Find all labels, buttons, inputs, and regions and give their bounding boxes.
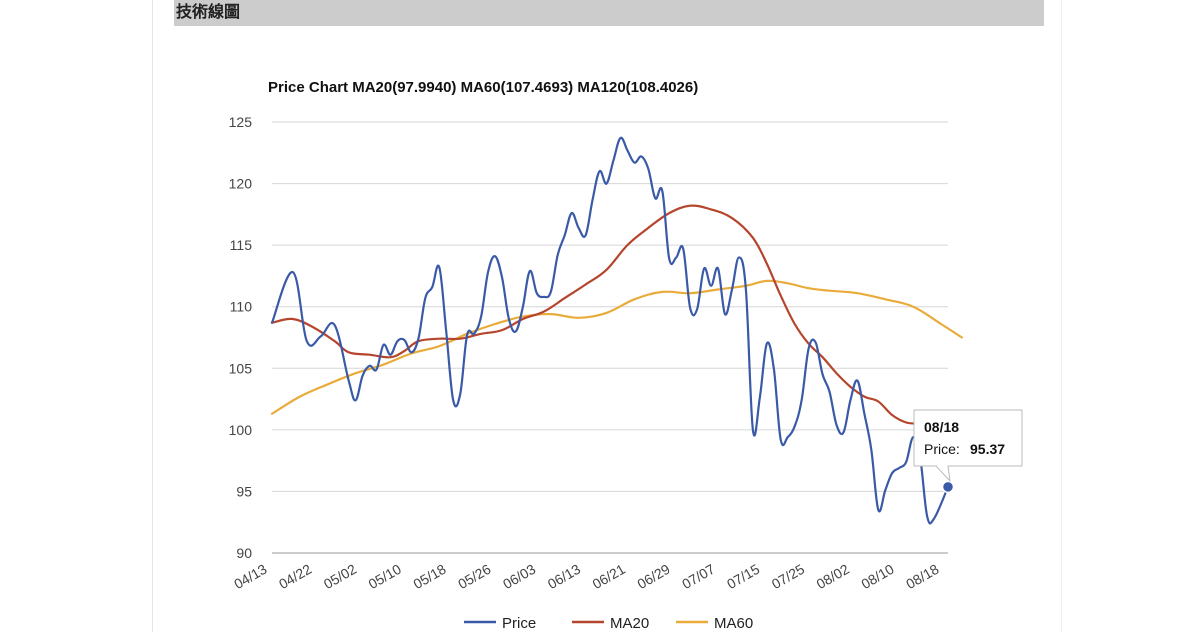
x-tick-label: 08/02 (814, 561, 853, 592)
highlight-point[interactable] (941, 480, 955, 494)
x-tick-label: 04/22 (276, 561, 315, 592)
y-tick-label: 90 (236, 545, 252, 561)
legend-label-price: Price (502, 615, 536, 632)
tooltip-label: Price: (924, 441, 960, 457)
series-line-ma60 (270, 279, 963, 415)
x-tick-label: 07/25 (769, 561, 808, 592)
tooltip-date: 08/18 (924, 419, 959, 435)
series-line-price (270, 136, 950, 525)
chart-legend: Price MA20 MA60 (464, 615, 753, 632)
y-tick-label: 115 (230, 237, 253, 253)
chart-grid (272, 121, 948, 554)
y-tick-label: 110 (230, 299, 253, 315)
x-tick-label: 06/29 (634, 561, 673, 592)
x-tick-label: 05/02 (321, 561, 360, 592)
panel-title: 技術線圖 (176, 2, 241, 21)
x-tick-label: 04/13 (231, 561, 270, 592)
y-tick-label: 100 (229, 422, 253, 438)
x-tick-label: 08/10 (858, 561, 897, 592)
x-tick-label: 05/26 (455, 561, 494, 592)
tooltip-value: 95.37 (970, 441, 1005, 457)
legend-label-ma60: MA60 (714, 615, 753, 632)
x-tick-label: 06/03 (500, 561, 539, 592)
chart-title: Price Chart MA20(97.9940) MA60(107.4693)… (268, 79, 698, 96)
x-tick-label: 05/10 (366, 561, 405, 592)
x-tick-label: 07/07 (679, 561, 718, 592)
x-tick-label: 05/18 (410, 561, 449, 592)
x-tick-label: 06/21 (590, 561, 629, 592)
chart-panel (152, 0, 1062, 632)
chart-tooltip: 08/18 Price: 95.37 (913, 409, 1023, 494)
y-tick-label: 125 (229, 114, 253, 130)
legend-label-ma20: MA20 (610, 615, 649, 632)
series-line-ma20 (270, 204, 936, 426)
panel-header (174, 0, 1044, 26)
x-tick-label: 08/18 (903, 561, 942, 592)
y-tick-label: 95 (236, 483, 252, 499)
x-tick-label: 07/15 (724, 561, 763, 592)
x-tick-label: 06/13 (545, 561, 584, 592)
y-tick-label: 105 (229, 360, 253, 376)
tooltip-box (913, 409, 1023, 483)
x-axis-ticks: 04/13 04/22 05/02 05/10 05/18 05/26 06/03 06/13… (231, 561, 942, 592)
y-axis-ticks: 125 120 115 110 105 100 95 90 (229, 114, 253, 561)
y-tick-label: 120 (229, 176, 253, 192)
chart-series (270, 136, 963, 525)
